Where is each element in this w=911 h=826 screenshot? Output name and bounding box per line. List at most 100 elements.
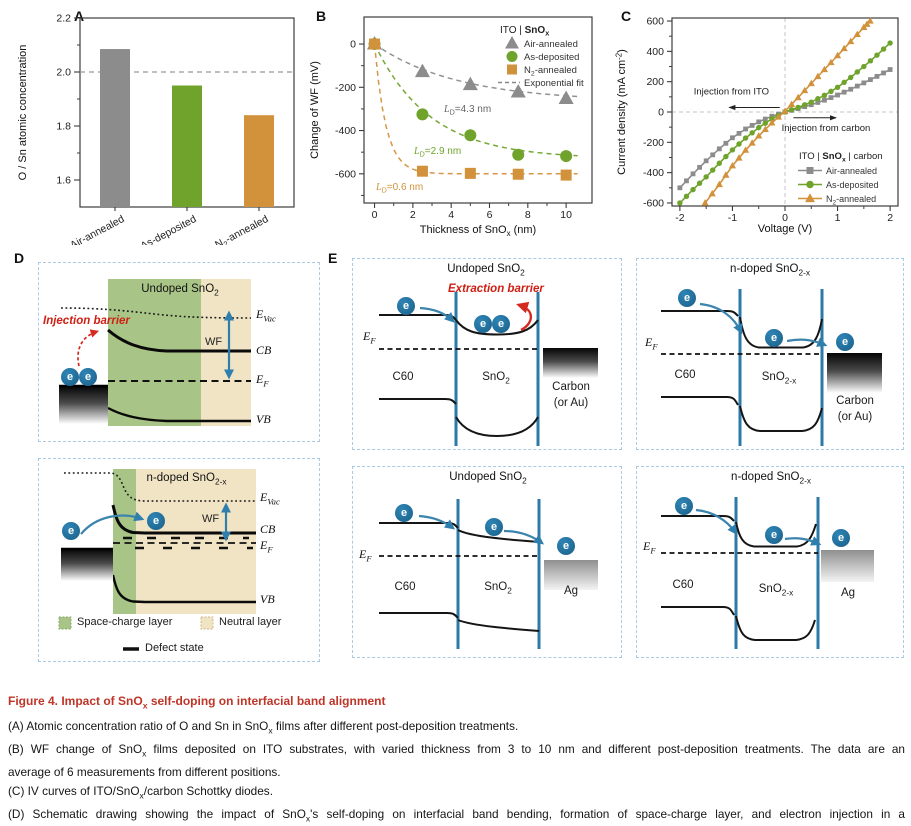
svg-text:-200: -200 (643, 137, 664, 149)
interface-lines (456, 499, 541, 649)
c60-lower-band (661, 396, 739, 406)
diagram-title: n-doped SnO2-x (730, 263, 810, 278)
electron-icon: e (397, 297, 415, 315)
c60-label: C60 (394, 581, 416, 593)
snox-cb (457, 529, 540, 543)
diagram-title: Undoped SnO2 (447, 263, 525, 278)
svg-text:4: 4 (448, 209, 454, 221)
electron-transfer-arrow (699, 302, 743, 335)
ef-label: EF (363, 329, 376, 346)
bars (100, 49, 274, 207)
snox-label: SnO2-x (761, 371, 797, 386)
svg-text:As-deposited: As-deposited (524, 52, 579, 63)
caption-line: (B) WF change of SnOx films deposited on… (8, 742, 905, 759)
electrode-block (59, 386, 108, 424)
svg-text:-400: -400 (643, 167, 664, 179)
band-diagram-shapes (379, 292, 598, 446)
vb-label: VB (256, 412, 271, 426)
vb-label: VB (260, 592, 275, 606)
electrode-label: Ag (563, 585, 579, 597)
panel-b-label: B (316, 8, 327, 24)
defect-legend-label: Defect state (145, 642, 204, 654)
svg-text:N2-annealed: N2-annealed (213, 213, 271, 245)
svg-text:ITO | SnOx | carbon: ITO | SnOx | carbon (799, 151, 883, 163)
caption-line: (A) Atomic concentration ratio of O and … (8, 719, 519, 736)
injection-arrow (77, 329, 100, 367)
cb-line (111, 504, 256, 535)
cb-line (107, 328, 251, 353)
panel-d-label: D (14, 250, 25, 266)
svg-text:-200: -200 (335, 82, 356, 94)
svg-text:LD=0.6 nm: LD=0.6 nm (375, 182, 423, 195)
electrode-label: Carbon (836, 395, 874, 407)
electrode-label: Carbon (552, 381, 590, 393)
diagram-title: n-doped SnO2-x (146, 472, 227, 487)
electrode-label-2: (or Au) (837, 411, 873, 423)
svg-text:-600: -600 (335, 168, 356, 180)
svg-text:600: 600 (646, 16, 664, 28)
panel-d-undoped-band-diagram: Undoped SnO2 Injection barrier EVac CB E… (38, 262, 320, 442)
svg-text:LD=2.9 nm: LD=2.9 nm (413, 146, 461, 159)
svg-text:400: 400 (646, 46, 664, 58)
wf-label: WF (205, 336, 223, 348)
svg-text:-400: -400 (335, 125, 356, 137)
c60-lower-band (661, 606, 735, 616)
svg-text:2: 2 (410, 209, 416, 221)
svg-text:Air-annealed: Air-annealed (68, 213, 126, 245)
snox-lower-band (739, 405, 823, 432)
c60-band (661, 310, 739, 317)
panel-c-iv-chart: -2 -1 0 1 2 -600 -400 -200 0 200 400 600 Injection f… (614, 16, 899, 235)
svg-text:2.0: 2.0 (56, 67, 71, 79)
electron-icon: e (485, 518, 503, 536)
panel-a-bar-chart: 1.6 1.8 2.0 2.2 Air-annealed As-deposited N2-a… (17, 13, 295, 245)
svg-text:2.2: 2.2 (56, 13, 71, 25)
panel-b-wf-scatter-chart: 0 2 4 6 8 10 0 -200 -400 -600 LD=4.3 nm LD=2.9 nm LD… (309, 16, 593, 238)
svg-text:As-deposited: As-deposited (139, 213, 199, 245)
svg-text:Air-annealed: Air-annealed (826, 166, 877, 176)
extraction-barrier-label: Extraction barrier (448, 283, 544, 295)
electron-icon: e (492, 315, 510, 333)
svg-text:As-deposited: As-deposited (826, 180, 879, 190)
snox-lower-band (457, 619, 540, 632)
space-charge-region (113, 469, 136, 614)
svg-text:LD=4.3 nm: LD=4.3 nm (443, 104, 491, 117)
panel-e-label: E (328, 250, 338, 266)
electron-transfer-arrow (80, 511, 145, 535)
electron-icon: e (61, 368, 79, 386)
ef-label: EF (256, 372, 269, 389)
svg-text:2: 2 (887, 212, 893, 224)
electron-icon: e (395, 504, 413, 522)
series-2 (701, 17, 874, 206)
electrode-block (544, 560, 598, 590)
band-diagram-shapes (379, 499, 598, 649)
snox-cb (735, 521, 817, 548)
neutral-legend-label: Neutral layer (219, 616, 282, 628)
electron-extraction-arrow (503, 529, 545, 545)
diagram-title: n-doped SnO2-x (731, 471, 811, 486)
svg-text:200: 200 (646, 76, 664, 88)
svg-text:0: 0 (658, 107, 664, 119)
c60-label: C60 (674, 369, 696, 381)
svg-text:10: 10 (560, 209, 572, 221)
electron-extraction-arrow (784, 536, 822, 546)
band-diagram-shapes (58, 469, 256, 651)
snox-label: SnO2-x (758, 583, 794, 598)
svg-text:-2: -2 (675, 212, 684, 224)
series-2 (369, 38, 578, 181)
extraction-barrier-arrow (516, 301, 533, 332)
electron-icon: e (675, 497, 693, 515)
electrode-block (61, 549, 113, 581)
electrode-block (543, 348, 598, 378)
caption-line: average of 6 measurements from different… (8, 765, 281, 780)
snox-lower-band (455, 416, 539, 438)
interface-lines (454, 292, 540, 446)
snox-cb (455, 319, 539, 336)
evac-line (64, 472, 256, 502)
ef-label: EF (645, 335, 658, 352)
ef-label: EF (359, 547, 372, 564)
c60-label: C60 (392, 371, 414, 383)
neutral-swatch (200, 616, 214, 630)
interface-lines (738, 289, 824, 446)
svg-text:Thickness of SnOx (nm): Thickness of SnOx (nm) (420, 224, 536, 238)
space-charge-legend-label: Space-charge layer (77, 616, 173, 628)
